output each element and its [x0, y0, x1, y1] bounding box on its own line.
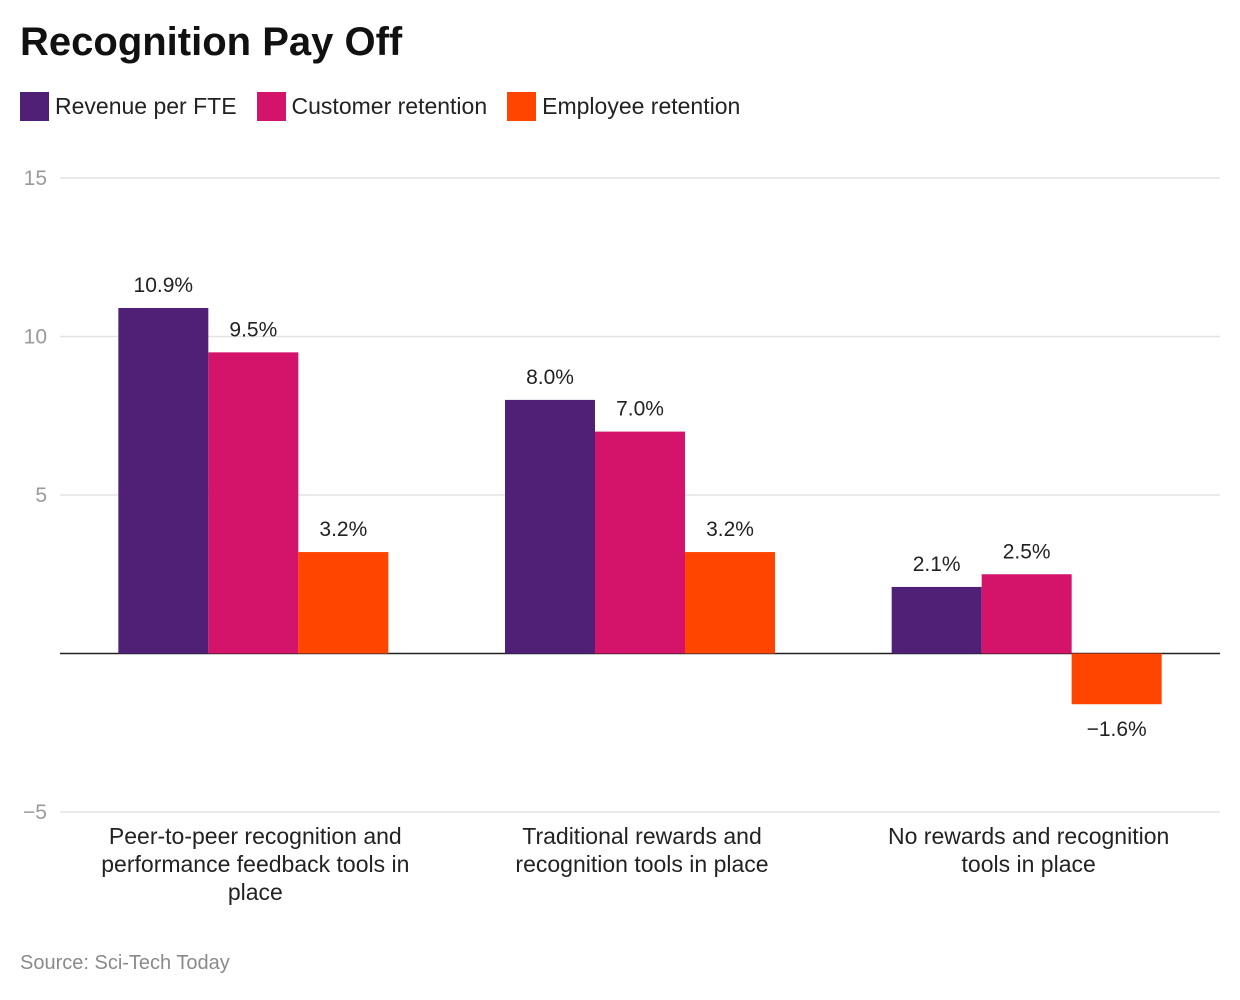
legend-swatch-customer-retention: [256, 92, 286, 121]
legend-label-customer-retention: Customer retention: [291, 93, 488, 119]
chart-title: Recognition Pay Off: [20, 20, 403, 64]
bar: [505, 399, 595, 654]
category-label: performance feedback tools in: [101, 851, 409, 877]
bar: [298, 552, 389, 654]
bar: [208, 352, 299, 654]
data-label: 8.0%: [526, 366, 574, 389]
category-label: Traditional rewards and: [522, 823, 762, 849]
legend: Revenue per FTE Customer retention Emplo…: [20, 92, 760, 121]
category-label: recognition tools in place: [515, 851, 768, 877]
category-label: Peer-to-peer recognition and: [109, 823, 402, 849]
data-label: 9.5%: [229, 318, 277, 341]
bar: [595, 431, 685, 654]
category-label: place: [228, 879, 283, 905]
bar: [1071, 653, 1162, 705]
data-label: 2.5%: [1003, 540, 1051, 563]
legend-label-employee-retention: Employee retention: [542, 93, 741, 119]
data-label: −1.6%: [1087, 718, 1147, 741]
bar: [981, 574, 1072, 654]
data-label: 3.2%: [706, 518, 754, 541]
data-label: 7.0%: [616, 398, 664, 421]
y-tick-label: −5: [23, 801, 47, 824]
legend-swatch-revenue: [20, 92, 49, 121]
legend-item-employee-retention: Employee retention: [507, 92, 740, 121]
legend-swatch-employee-retention: [507, 92, 537, 121]
legend-label-revenue: Revenue per FTE: [55, 93, 237, 119]
category-label: No rewards and recognition: [888, 823, 1169, 849]
bar: [685, 552, 775, 654]
data-label: 10.9%: [134, 274, 194, 297]
legend-item-revenue: Revenue per FTE: [20, 92, 237, 121]
legend-item-customer-retention: Customer retention: [256, 92, 488, 121]
data-label: 3.2%: [319, 518, 367, 541]
data-label: 2.1%: [913, 553, 961, 576]
y-tick-label: 15: [24, 167, 47, 190]
y-tick-label: 10: [24, 326, 47, 349]
category-label: tools in place: [962, 851, 1096, 877]
bar: [118, 307, 209, 654]
bar: [891, 586, 982, 654]
y-tick-label: 5: [35, 484, 47, 507]
source-note: Source: Sci-Tech Today: [20, 952, 230, 974]
